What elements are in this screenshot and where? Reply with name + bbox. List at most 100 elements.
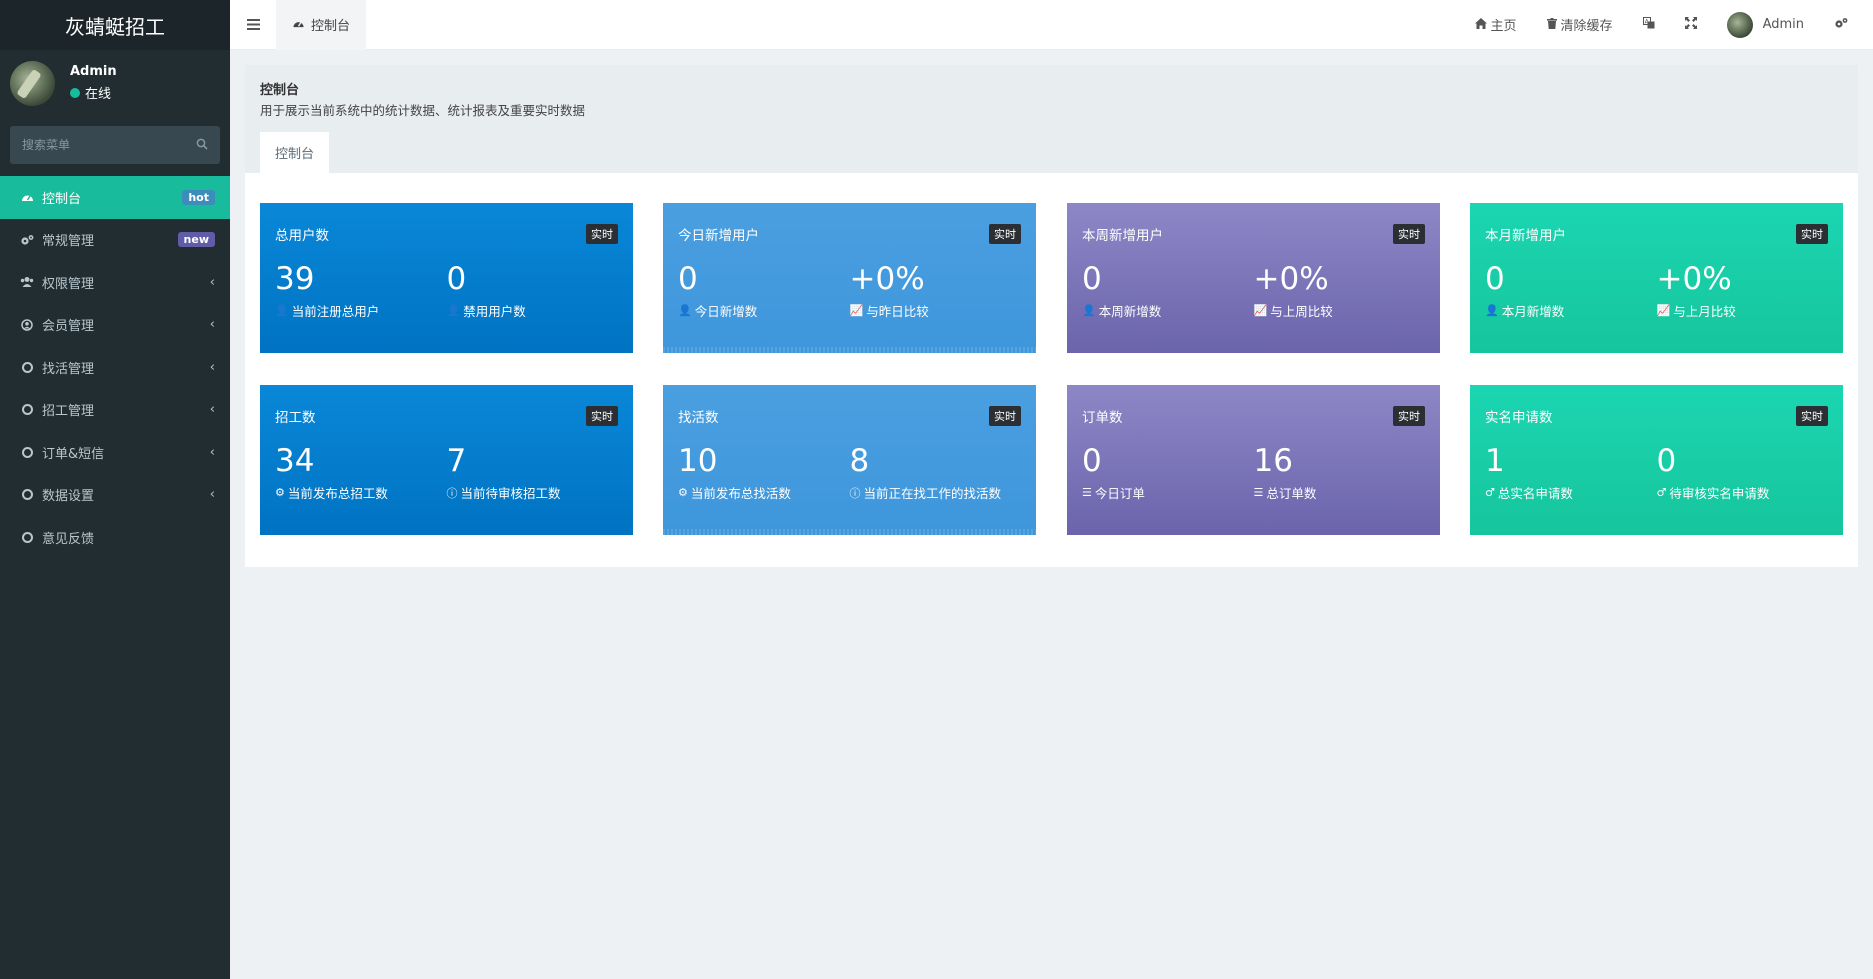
stat-label: 总订单数 xyxy=(1266,486,1317,501)
stat-card-job-seekers: 找活数 实时 10 ⚙ 当前发布总找活数 8 ⓘ 当前正在找工作的找活数 xyxy=(663,385,1036,535)
sidebar-item-label: 订单&短信 xyxy=(42,446,105,462)
realtime-badge: 实时 xyxy=(1796,224,1828,244)
card-title: 实名申请数 xyxy=(1485,410,1553,426)
stat-value: 1 xyxy=(1485,443,1505,479)
chevron-left-icon: ‹ xyxy=(209,487,215,503)
sidebar-toggle-button[interactable] xyxy=(230,0,276,50)
online-dot-icon xyxy=(70,87,80,98)
sidebar-item-orders-sms[interactable]: 订单&短信 ‹ xyxy=(0,431,230,474)
translate-icon: A xyxy=(1642,16,1655,33)
sidebar-item-recruiting[interactable]: 招工管理 ‹ xyxy=(0,389,230,432)
realtime-badge: 实时 xyxy=(989,406,1021,426)
admin-label: Admin xyxy=(1762,17,1804,32)
hamburger-icon xyxy=(246,19,260,30)
line-chart-icon: 📈 xyxy=(1656,304,1671,317)
stat-value: 39 xyxy=(275,261,315,297)
language-button[interactable]: A xyxy=(1628,0,1670,50)
sidebar-search xyxy=(10,126,220,164)
settings-button[interactable] xyxy=(1819,0,1863,50)
bars-icon: ☰ xyxy=(1082,486,1092,499)
chevron-left-icon: ‹ xyxy=(209,274,215,290)
cubes-icon: ⚙ xyxy=(275,486,285,499)
expand-icon xyxy=(1684,16,1697,33)
stat-label: 当前正在找工作的找活数 xyxy=(863,486,1002,501)
home-link[interactable]: 主页 xyxy=(1460,0,1532,50)
stat-label: 今日新增数 xyxy=(694,304,758,319)
stat-label: 与昨日比较 xyxy=(866,304,929,319)
card-title: 总用户数 xyxy=(275,228,329,244)
clear-cache-button[interactable]: 清除缓存 xyxy=(1532,0,1628,50)
realtime-badge: 实时 xyxy=(1393,406,1425,426)
circle-icon xyxy=(20,403,34,417)
stat-value: 16 xyxy=(1253,443,1293,479)
card-title: 招工数 xyxy=(275,410,316,426)
svg-text:A: A xyxy=(1644,18,1649,25)
dashboard-icon xyxy=(20,190,34,204)
sidebar-item-label: 控制台 xyxy=(42,191,82,207)
info-circle-icon: ⓘ xyxy=(849,486,861,500)
user-plus-icon: 👤 xyxy=(1485,304,1499,317)
user-plus-icon: 👤 xyxy=(1082,304,1096,317)
sidebar-item-label: 找活管理 xyxy=(42,361,95,377)
home-icon xyxy=(1474,17,1487,32)
fullscreen-button[interactable] xyxy=(1670,0,1712,50)
stat-value: 0 xyxy=(1082,443,1102,479)
stat-value: 8 xyxy=(849,443,870,479)
sidebar-item-job-seeking[interactable]: 找活管理 ‹ xyxy=(0,346,230,389)
stat-label: 禁用用户数 xyxy=(463,304,526,319)
panel-heading: 控制台 用于展示当前系统中的统计数据、统计报表及重要实时数据 控制台 xyxy=(245,65,1858,173)
page-description: 用于展示当前系统中的统计数据、统计报表及重要实时数据 xyxy=(260,103,586,118)
stat-card-today-new-users: 今日新增用户 实时 0 👤 今日新增数 +0% 📈 与昨日比较 xyxy=(663,203,1036,353)
stat-label: 当前注册总用户 xyxy=(291,304,380,319)
sidebar-item-data-settings[interactable]: 数据设置 ‹ xyxy=(0,474,230,517)
sidebar-item-label: 意见反馈 xyxy=(42,531,95,547)
trash-icon xyxy=(1546,17,1557,32)
cubes-icon: ⚙ xyxy=(678,486,688,499)
cogs-icon xyxy=(20,233,34,247)
dashboard-icon xyxy=(292,18,305,32)
user-menu[interactable]: Admin xyxy=(1712,0,1819,50)
sidebar-item-general[interactable]: 常规管理 new xyxy=(0,219,230,262)
sidebar-item-feedback[interactable]: 意见反馈 xyxy=(0,516,230,559)
page-title: 控制台 xyxy=(260,83,300,98)
sidebar-item-label: 权限管理 xyxy=(42,276,95,292)
sidebar-item-label: 会员管理 xyxy=(42,319,95,335)
stat-card-week-new-users: 本周新增用户 实时 0 👤 本周新增数 +0% 📈 与上周比较 xyxy=(1067,203,1440,353)
tab-dashboard[interactable]: 控制台 xyxy=(260,132,330,173)
stat-value: 0 xyxy=(678,261,698,297)
hot-badge: hot xyxy=(182,189,215,205)
brand-logo[interactable]: 灰蜻蜓招工 xyxy=(0,0,230,50)
card-stripe xyxy=(663,529,1036,535)
tab-label: 控制台 xyxy=(311,19,351,34)
stat-value: +0% xyxy=(1253,261,1329,297)
home-label: 主页 xyxy=(1490,19,1517,34)
users-icon xyxy=(20,275,34,289)
circle-icon xyxy=(20,445,34,459)
clear-cache-label: 清除缓存 xyxy=(1560,19,1613,34)
sidebar-item-label: 常规管理 xyxy=(42,234,95,250)
dashboard-panel: 控制台 用于展示当前系统中的统计数据、统计报表及重要实时数据 控制台 总用户数 … xyxy=(245,65,1858,567)
new-badge: new xyxy=(177,232,215,248)
stat-value: +0% xyxy=(849,261,925,297)
search-menu-input[interactable] xyxy=(22,138,196,152)
topbar: 控制台 主页 清除缓存 A Admin xyxy=(230,0,1873,50)
stat-card-orders: 订单数 实时 0 ☰ 今日订单 16 ☰ 总订单数 xyxy=(1067,385,1440,535)
stat-label: 本月新增数 xyxy=(1501,304,1565,319)
sidebar-menu: 控制台 hot 常规管理 new 权限管理 ‹ 会员管理 ‹ 找活管理 xyxy=(0,176,230,559)
user-panel: Admin 在线 xyxy=(0,50,230,116)
sidebar-item-members[interactable]: 会员管理 ‹ xyxy=(0,304,230,347)
realtime-badge: 实时 xyxy=(1393,224,1425,244)
stat-value: 0 xyxy=(1485,261,1505,297)
search-icon[interactable] xyxy=(196,138,208,153)
card-title: 本周新增用户 xyxy=(1082,228,1163,244)
sidebar-item-dashboard[interactable]: 控制台 hot xyxy=(0,176,230,219)
stat-value: +0% xyxy=(1656,261,1732,297)
circle-icon xyxy=(20,360,34,374)
sidebar-item-permissions[interactable]: 权限管理 ‹ xyxy=(0,261,230,304)
line-chart-icon: 📈 xyxy=(849,304,864,317)
avatar[interactable] xyxy=(10,60,55,106)
circle-icon xyxy=(20,488,34,502)
tab-dashboard[interactable]: 控制台 xyxy=(276,0,367,50)
realtime-badge: 实时 xyxy=(989,224,1021,244)
bars-icon: ☰ xyxy=(1253,486,1264,499)
